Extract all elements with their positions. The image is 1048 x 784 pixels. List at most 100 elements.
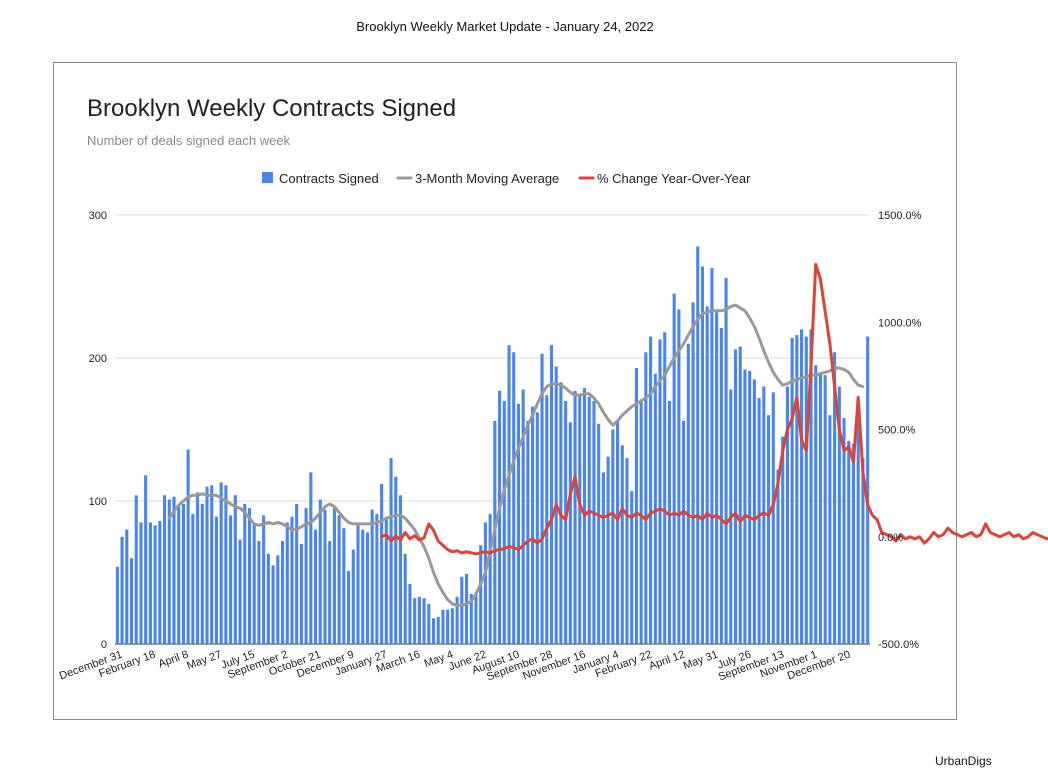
bar [597, 423, 601, 644]
bar [682, 420, 686, 644]
bar [700, 266, 705, 644]
bar [413, 598, 417, 644]
bar [837, 386, 841, 644]
x-tick-label: April 8 [157, 649, 190, 671]
y-right-tick-label: 500.0% [878, 425, 916, 437]
bar [356, 525, 360, 644]
bar [200, 503, 204, 644]
bar [512, 352, 516, 644]
bar [672, 293, 676, 644]
bar [455, 596, 459, 644]
bar [677, 309, 681, 644]
bar [521, 389, 525, 644]
bar [564, 400, 568, 644]
bar [403, 553, 407, 644]
bar [649, 336, 653, 644]
x-tick-label: May 27 [185, 649, 223, 673]
bar [634, 368, 638, 644]
bar [790, 337, 794, 644]
bar [162, 495, 167, 644]
bar [804, 336, 808, 644]
bar [394, 476, 398, 644]
bar [210, 485, 214, 644]
bar [781, 436, 785, 644]
bar [408, 583, 412, 644]
bar [568, 422, 572, 644]
y-axis-right: -500.0% 0.0% 500.0% 1000.0% 1500.0% [878, 210, 922, 651]
bar [851, 443, 856, 644]
bar [247, 508, 252, 644]
bar [606, 456, 610, 644]
bar [833, 352, 837, 644]
bar [630, 490, 634, 644]
bar [328, 541, 332, 644]
chart-subtitle: Number of deals signed each week [87, 133, 291, 148]
bar [795, 335, 799, 644]
bar [285, 522, 289, 644]
bar [615, 420, 620, 644]
bar [823, 375, 827, 644]
bar [762, 386, 766, 644]
bar [719, 327, 723, 644]
y-axis-left: 0 100 200 300 [89, 210, 107, 651]
bar [667, 400, 672, 644]
chart-legend: Contracts Signed 3-Month Moving Average % … [262, 171, 751, 186]
bar [361, 529, 365, 644]
bar [144, 475, 148, 644]
bar [196, 492, 200, 644]
bar [224, 485, 228, 644]
bar [474, 592, 478, 644]
bar [464, 573, 469, 644]
bar [309, 472, 313, 644]
bar [691, 302, 695, 644]
bar [427, 603, 431, 644]
bar [191, 513, 195, 644]
bar [479, 545, 483, 644]
y-left-tick-label: 200 [89, 353, 107, 365]
bar [724, 277, 728, 644]
bar [488, 513, 492, 644]
bar [842, 418, 846, 644]
bar [620, 445, 624, 644]
bar [219, 482, 223, 644]
bar [601, 472, 605, 644]
bar [323, 509, 327, 644]
bar-series-contracts-signed [115, 246, 870, 644]
bar [540, 353, 544, 644]
bar [705, 306, 709, 644]
bar [483, 522, 487, 644]
bar [181, 503, 185, 644]
bar [153, 525, 157, 644]
bar [460, 576, 464, 644]
bar [257, 541, 261, 644]
bar [351, 549, 355, 644]
line-series-yoy-change [380, 262, 1048, 556]
bar [748, 370, 752, 644]
bar [436, 616, 440, 644]
bar [313, 529, 318, 644]
bar [766, 415, 771, 644]
bar [304, 508, 308, 644]
bar [186, 449, 190, 644]
bar [318, 499, 322, 644]
bar [238, 539, 242, 644]
bar [545, 395, 549, 644]
bar [535, 412, 539, 644]
bar [134, 495, 138, 644]
bar [177, 506, 181, 644]
bar [365, 532, 370, 644]
bar [785, 386, 789, 644]
bar [252, 523, 256, 644]
bar [809, 329, 813, 644]
bar [738, 346, 742, 644]
bar [441, 609, 445, 644]
bar [347, 571, 351, 644]
bar [290, 516, 294, 644]
bar [757, 398, 761, 644]
bar [578, 393, 582, 644]
bar [856, 416, 860, 644]
bar [800, 329, 804, 644]
bar [337, 515, 341, 644]
bar [280, 541, 285, 644]
footer-brand: UrbanDigs [935, 754, 992, 768]
